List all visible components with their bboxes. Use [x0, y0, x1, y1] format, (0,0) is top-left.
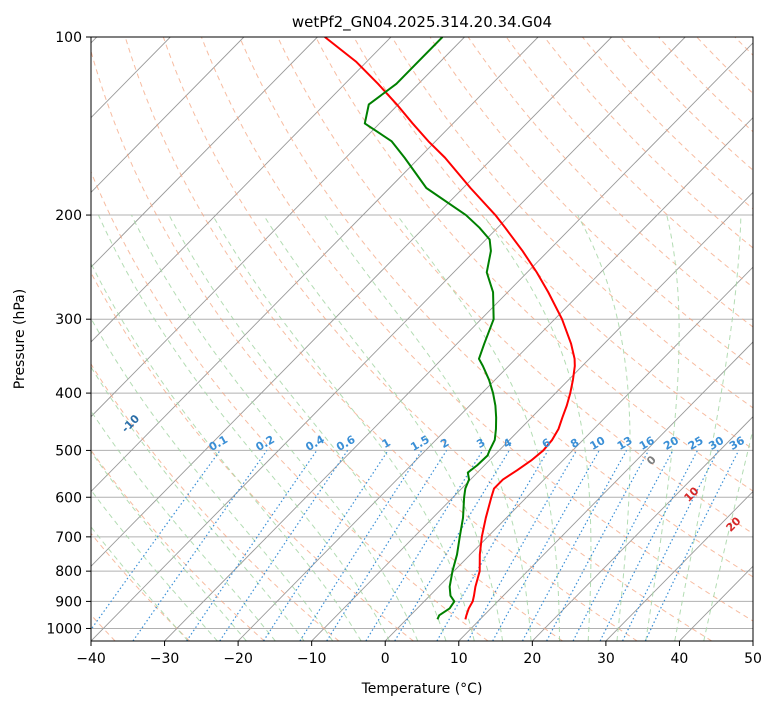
dry-adiabat-layer — [91, 37, 753, 641]
y-tick-label: 900 — [55, 594, 82, 610]
mixing-ratio-line — [326, 450, 448, 641]
x-tick-label: 10 — [450, 651, 468, 667]
dry-adiabat-line — [391, 37, 753, 409]
dry-adiabat-line — [505, 37, 753, 288]
x-tick-label: 0 — [381, 651, 390, 667]
mixing-ratio-line — [394, 450, 510, 641]
isotherm-line — [384, 266, 753, 641]
isotherm-line — [91, 37, 392, 343]
dry-adiabat-line — [543, 37, 753, 249]
dewpoint-profile-line — [363, 37, 498, 620]
dry-adiabat-line — [277, 37, 753, 535]
dry-adiabat-line — [200, 37, 753, 622]
x-tick-label: 40 — [671, 651, 689, 667]
series-layer — [324, 37, 576, 620]
isotherm-line — [237, 116, 753, 641]
x-tick-label: 20 — [523, 651, 541, 667]
chart-title: wetPf2_GN04.2025.314.20.34.G04 — [292, 13, 552, 32]
dry-adiabat-line — [91, 271, 414, 641]
isotherm-line — [91, 37, 318, 268]
plot-frame — [90, 36, 754, 642]
mixing-ratio-line — [436, 450, 549, 641]
moist-adiabat-line — [703, 427, 753, 641]
y-tick-label: 400 — [55, 386, 82, 402]
isotherm-line — [91, 37, 686, 641]
isotherm-layer — [91, 37, 753, 641]
mixing-ratio-line — [467, 450, 578, 641]
dry-adiabat-line — [91, 532, 191, 641]
mixing-ratio-line — [521, 450, 628, 641]
isotherm-line — [91, 37, 539, 493]
mixing-ratio-line — [365, 450, 484, 641]
mixing-ratio-line — [132, 450, 268, 641]
y-tick-label: 100 — [55, 30, 82, 46]
temperature-profile-line — [324, 37, 576, 620]
x-tick-label: −10 — [297, 651, 327, 667]
dry-adiabat-line — [429, 37, 753, 368]
moist-adiabat-line — [131, 214, 419, 641]
mixing-ratio-layer — [91, 450, 740, 641]
isotherm-line — [311, 191, 753, 641]
isotherm-line — [458, 341, 753, 641]
y-tick-label: 600 — [55, 490, 82, 506]
moist-adiabat-line — [674, 215, 742, 641]
mixing-ratio-line — [299, 450, 423, 641]
isotherm-line — [91, 37, 245, 194]
isotherm-line — [91, 37, 465, 418]
y-tick-label: 700 — [55, 530, 82, 546]
moist-adiabat-line — [212, 214, 475, 641]
moist-adiabat-line — [577, 214, 631, 641]
moist-adiabat-line — [91, 526, 189, 641]
isotherm-line — [91, 37, 612, 567]
dry-adiabat-line — [91, 363, 340, 641]
y-tick-label: 300 — [55, 312, 82, 328]
dry-adiabat-line — [620, 37, 753, 171]
x-tick-label: 50 — [744, 651, 762, 667]
dry-adiabat-line — [239, 37, 753, 578]
moist-adiabat-line — [263, 214, 504, 641]
x-tick-label: −30 — [150, 651, 180, 667]
moist-adiabat-line — [91, 262, 362, 641]
moist-adiabat-line — [91, 317, 334, 641]
grid-layer — [91, 37, 753, 629]
dry-adiabat-line — [91, 49, 563, 641]
moist-adiabat-line — [396, 214, 561, 641]
dry-adiabat-line — [124, 37, 638, 641]
dry-adiabat-line — [162, 37, 713, 641]
plot-background — [91, 37, 753, 641]
x-tick-label: 30 — [597, 651, 615, 667]
moist-adiabat-line — [91, 450, 247, 641]
mixing-ratio-line — [492, 450, 600, 641]
dry-adiabat-line — [582, 37, 753, 210]
isotherm-line — [164, 42, 753, 641]
mixing-ratio-line — [622, 450, 719, 641]
y-tick-label: 500 — [55, 443, 82, 459]
y-axis-label: Pressure (hPa) — [12, 289, 28, 389]
isotherm-line — [605, 490, 753, 641]
y-tick-label: 800 — [55, 564, 82, 580]
moist-adiabat-line — [91, 489, 218, 641]
x-tick-label: −20 — [223, 651, 253, 667]
mixing-ratio-line — [91, 450, 221, 631]
x-axis: −40 −30 −20 −10 0 10 20 30 40 50 — [76, 641, 762, 667]
moist-adiabat-line — [168, 214, 447, 641]
moist-adiabat-line — [645, 214, 680, 641]
moist-adiabat-layer — [91, 214, 753, 641]
y-axis: 100 200 300 400 500 600 700 800 900 1000 — [46, 30, 91, 637]
dry-adiabat-line — [467, 37, 753, 328]
y-tick-label: 1000 — [46, 621, 82, 637]
mixing-ratio-line — [644, 450, 740, 641]
moist-adiabat-line — [323, 214, 532, 641]
isotherm-line — [532, 416, 753, 641]
moist-adiabat-line — [482, 214, 592, 641]
x-axis-label: Temperature (°C) — [361, 681, 483, 697]
y-tick-label: 200 — [55, 208, 82, 224]
moist-adiabat-line — [91, 366, 305, 641]
x-tick-label: −40 — [76, 651, 106, 667]
mixing-ratio-line — [186, 450, 318, 641]
